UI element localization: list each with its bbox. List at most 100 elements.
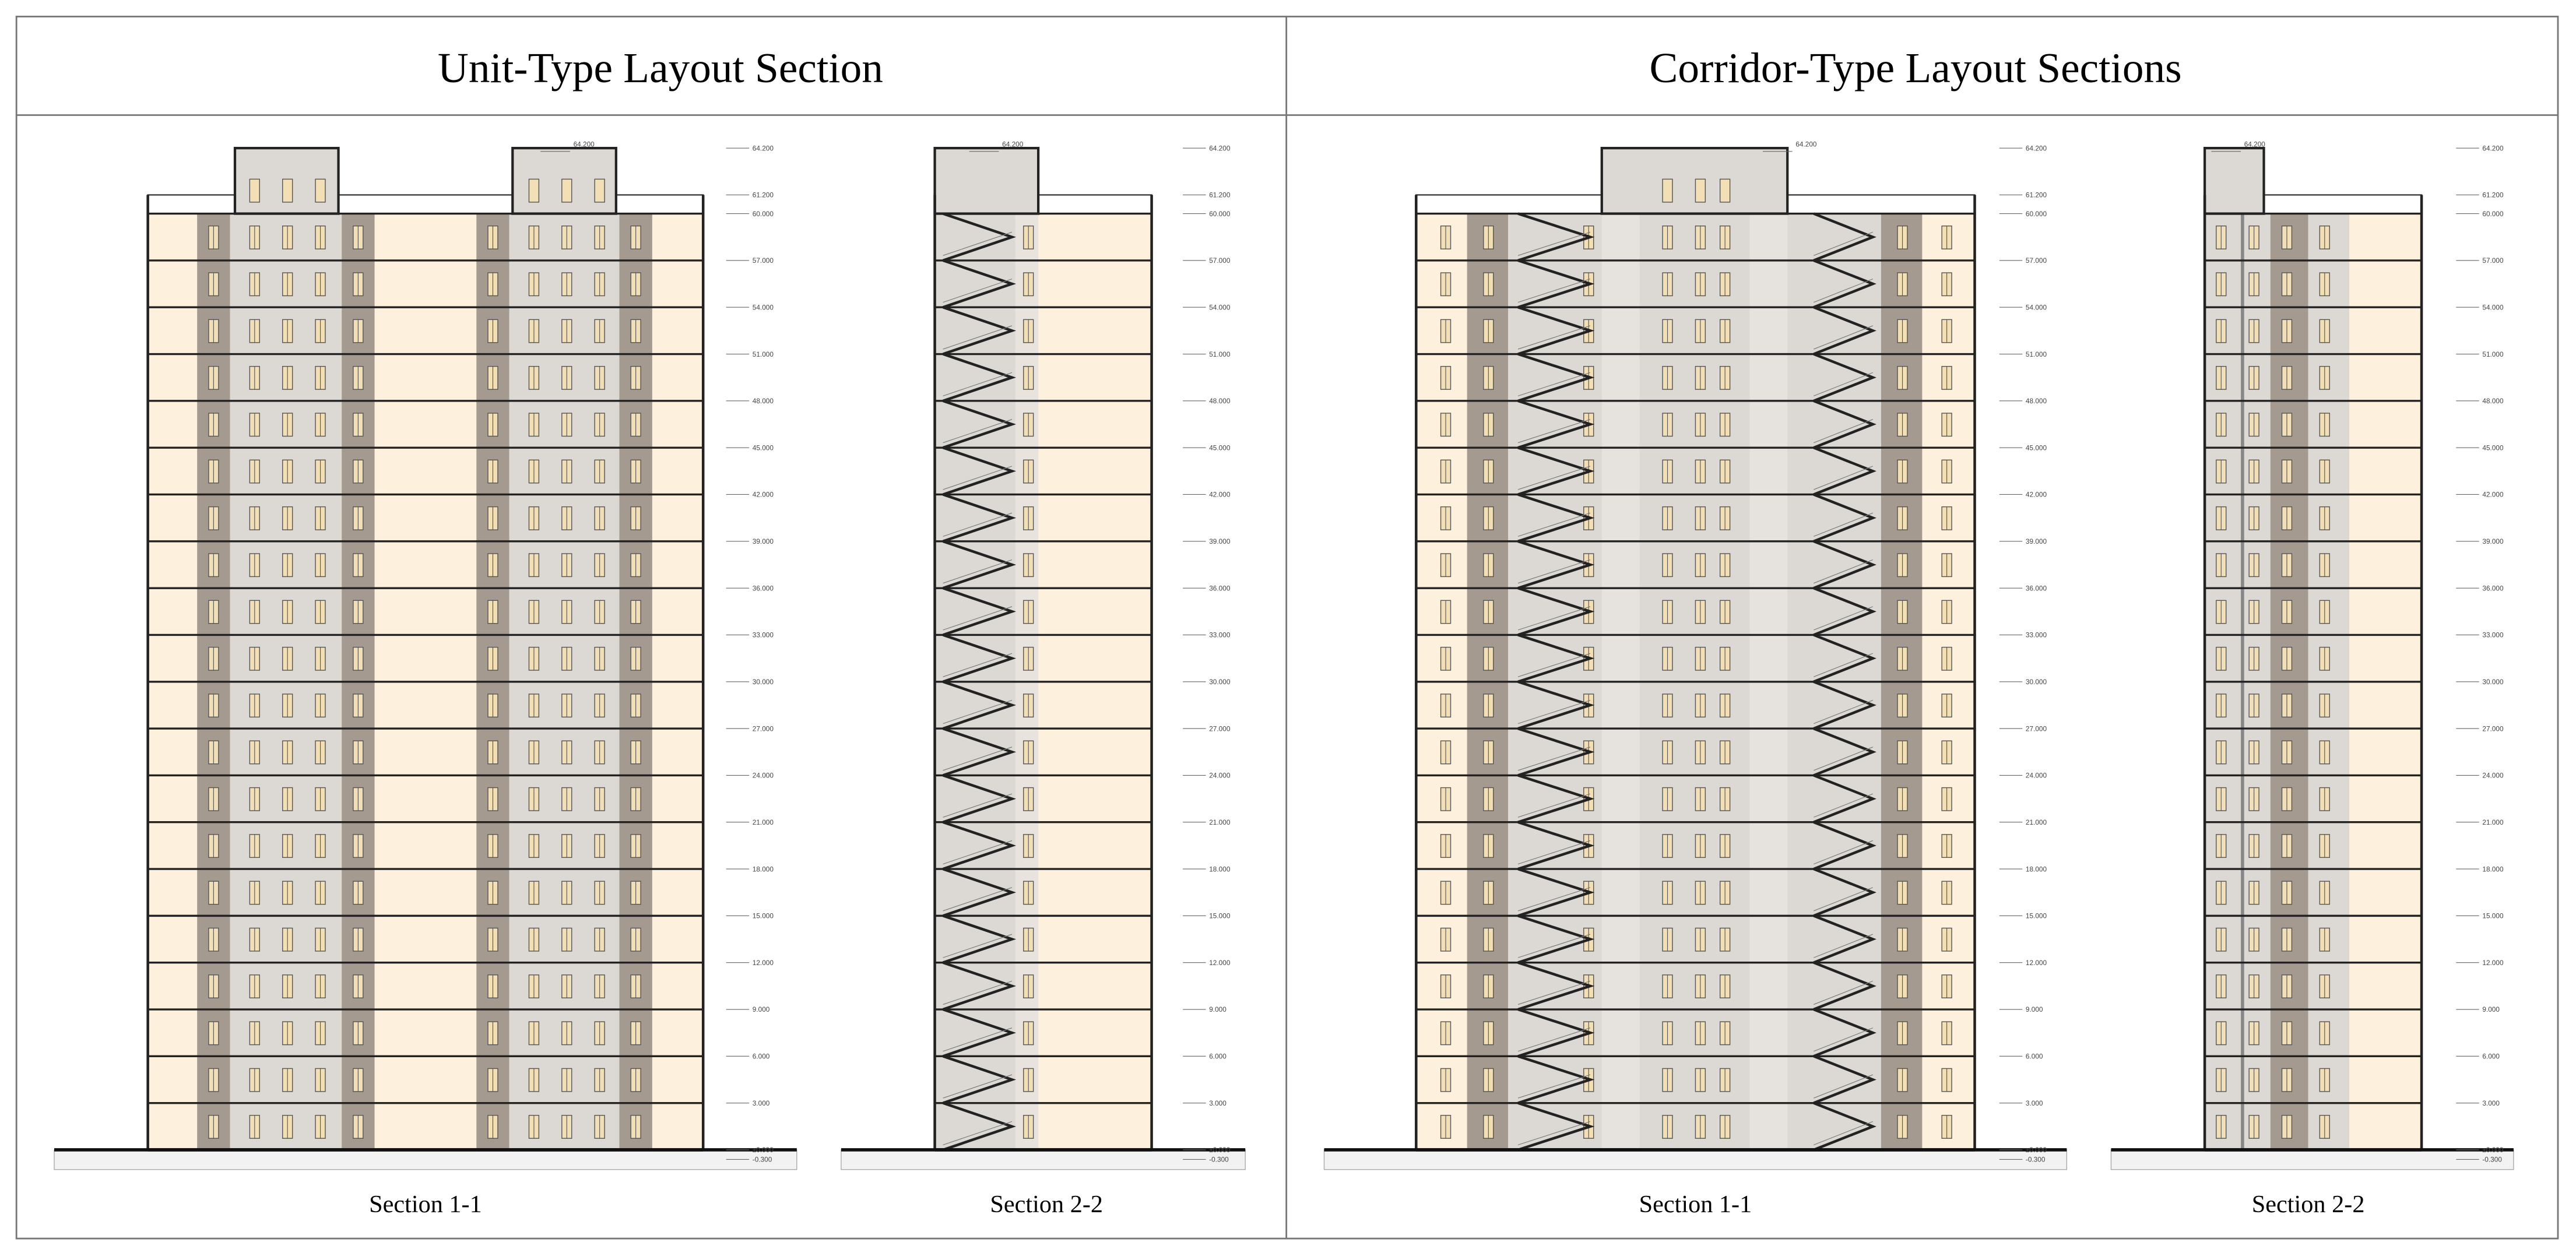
stair-rail bbox=[1814, 512, 1874, 537]
level-label: 15.000 bbox=[2482, 912, 2504, 920]
stair-rail bbox=[1814, 653, 1874, 677]
level-label: 9.000 bbox=[1209, 1005, 1227, 1013]
stair-rail bbox=[1814, 466, 1874, 490]
stair-flight bbox=[942, 914, 1017, 964]
stair-rail bbox=[1517, 419, 1591, 444]
level-label: 54.000 bbox=[2026, 303, 2047, 311]
stair-flight bbox=[1517, 1008, 1595, 1058]
stair-flight bbox=[1813, 493, 1876, 543]
level-label: ±0.000 bbox=[753, 1146, 774, 1154]
stair-rail bbox=[1517, 747, 1591, 771]
level-label: 3.000 bbox=[2482, 1099, 2500, 1107]
level-label: 51.000 bbox=[1209, 350, 1231, 358]
stair-rail bbox=[1814, 934, 1874, 958]
stair-tower bbox=[1600, 147, 1789, 215]
stair-flight bbox=[942, 212, 1017, 262]
level-label: 64.200 bbox=[753, 144, 774, 152]
level-label: 33.000 bbox=[2482, 631, 2504, 639]
stair-flight bbox=[942, 353, 1017, 402]
level-label: 9.000 bbox=[2026, 1005, 2043, 1013]
level-label: 6.000 bbox=[2482, 1053, 2500, 1061]
stair-flight bbox=[1517, 446, 1595, 496]
section-caption: Section 2-2 bbox=[990, 1191, 1103, 1218]
stair-flight bbox=[1517, 259, 1595, 309]
window bbox=[315, 178, 326, 203]
stair-flight bbox=[1813, 446, 1876, 496]
stair-flight bbox=[1813, 306, 1876, 356]
level-label: 64.200 bbox=[1209, 144, 1231, 152]
stair-rail bbox=[943, 279, 1013, 303]
stair-flight bbox=[1517, 540, 1595, 590]
stair-flight bbox=[1813, 399, 1876, 449]
stair-flight bbox=[1813, 540, 1876, 590]
level-label: 24.000 bbox=[2482, 772, 2504, 780]
stair-flight bbox=[1517, 961, 1595, 1011]
stair-flight bbox=[1813, 1055, 1876, 1104]
stair-flight bbox=[942, 774, 1017, 823]
level-label: 54.000 bbox=[2482, 303, 2504, 311]
stair-rail bbox=[1814, 419, 1874, 444]
level-label: 18.000 bbox=[753, 865, 774, 873]
level-label: 3.000 bbox=[1209, 1099, 1227, 1107]
stair-flight bbox=[942, 821, 1017, 871]
stair-rail bbox=[943, 1121, 1013, 1146]
stair-rail bbox=[1517, 466, 1591, 490]
window bbox=[528, 178, 540, 203]
stair-flight bbox=[1517, 727, 1595, 777]
stair-rail bbox=[1814, 1027, 1874, 1052]
stair-rail bbox=[1814, 887, 1874, 911]
level-label: 42.000 bbox=[753, 491, 774, 499]
level-label: 48.000 bbox=[2482, 397, 2504, 405]
stair-flight bbox=[1813, 680, 1876, 730]
section-caption: Section 2-2 bbox=[2252, 1191, 2365, 1218]
stair-flight bbox=[942, 961, 1017, 1011]
level-label: 18.000 bbox=[2026, 865, 2047, 873]
level-label: 33.000 bbox=[753, 631, 774, 639]
level-label: -0.300 bbox=[1209, 1156, 1229, 1164]
stair-flight bbox=[1813, 774, 1876, 823]
level-label: 27.000 bbox=[1209, 724, 1231, 733]
level-label: 21.000 bbox=[1209, 818, 1231, 826]
stair-flight bbox=[1517, 306, 1595, 356]
level-label: 57.000 bbox=[2026, 256, 2047, 265]
level-label: 36.000 bbox=[753, 584, 774, 592]
parapet bbox=[147, 194, 704, 214]
stair-flight bbox=[942, 680, 1017, 730]
level-label: 36.000 bbox=[2482, 584, 2504, 592]
stair-rail bbox=[943, 793, 1013, 818]
panel-title: Corridor-Type Layout Sections bbox=[1650, 44, 2182, 91]
level-label: 39.000 bbox=[1209, 537, 1231, 545]
stair-rail bbox=[943, 699, 1013, 724]
stair-rail bbox=[943, 512, 1013, 537]
level-label: 33.000 bbox=[1209, 631, 1231, 639]
level-label: 64.200 bbox=[1002, 140, 1024, 148]
level-label: 12.000 bbox=[2026, 959, 2047, 967]
stair-flight bbox=[1517, 680, 1595, 730]
ground-hatch bbox=[2110, 1149, 2514, 1170]
level-label: 21.000 bbox=[2026, 818, 2047, 826]
level-label: 15.000 bbox=[1209, 912, 1231, 920]
level-label: 42.000 bbox=[1209, 491, 1231, 499]
level-label: 6.000 bbox=[2026, 1053, 2043, 1061]
stair-flight bbox=[1517, 399, 1595, 449]
level-label: 45.000 bbox=[753, 444, 774, 452]
level-label: 54.000 bbox=[1209, 303, 1231, 311]
stair-rail bbox=[1517, 231, 1591, 256]
stair-rail bbox=[943, 559, 1013, 584]
stair-flight bbox=[1813, 1101, 1876, 1152]
level-label: 64.200 bbox=[2244, 140, 2266, 148]
stair-rail bbox=[1517, 279, 1591, 303]
stair-rail bbox=[1814, 793, 1874, 818]
stair-flight bbox=[942, 493, 1017, 543]
stair-flight bbox=[1517, 633, 1595, 683]
stair-rail bbox=[1814, 699, 1874, 724]
level-label: 30.000 bbox=[2482, 678, 2504, 686]
stair-flight bbox=[942, 446, 1017, 496]
stair-flight bbox=[942, 540, 1017, 590]
stair-flight bbox=[1517, 1101, 1595, 1152]
level-label: 39.000 bbox=[2482, 537, 2504, 545]
stair-rail bbox=[1517, 1074, 1591, 1099]
stair-rail bbox=[1814, 231, 1874, 256]
level-label: 24.000 bbox=[753, 772, 774, 780]
level-label: 57.000 bbox=[753, 256, 774, 265]
